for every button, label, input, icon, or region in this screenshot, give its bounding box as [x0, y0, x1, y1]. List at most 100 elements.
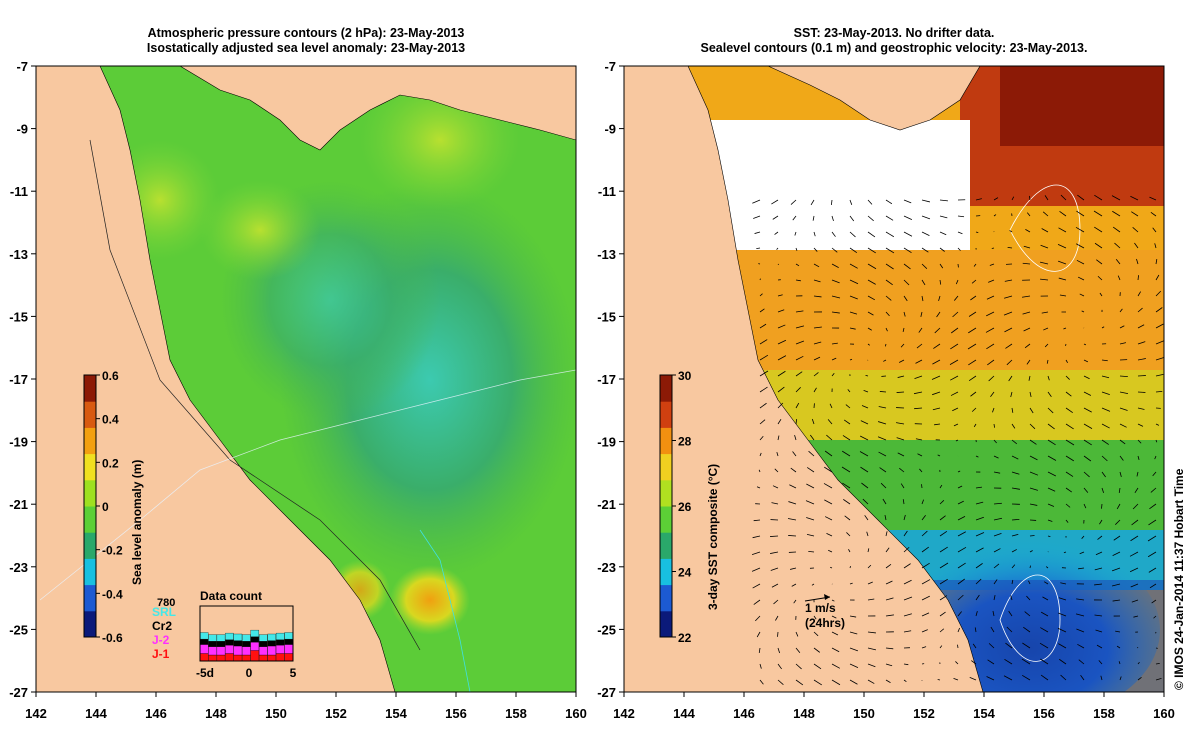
velocity-arrow	[849, 582, 853, 585]
velocity-arrow	[1011, 549, 1017, 553]
data-count-frame	[199, 605, 294, 662]
right-land-queensland	[624, 66, 984, 692]
velocity-arrow	[939, 515, 946, 521]
velocity-arrow	[1065, 503, 1071, 508]
velocity-arrow	[900, 343, 905, 348]
velocity-arrow	[756, 631, 761, 638]
x-tick-label: 152	[325, 706, 347, 721]
velocity-arrow	[950, 391, 959, 396]
velocity-arrow	[1111, 195, 1121, 201]
velocity-arrow	[1147, 535, 1157, 542]
data-count-bar-segment	[208, 654, 217, 662]
velocity-arrow	[885, 663, 893, 667]
velocity-arrow	[759, 339, 768, 345]
velocity-arrow	[885, 199, 893, 205]
data-count-bar-segment	[225, 632, 234, 640]
velocity-arrow	[1047, 519, 1053, 522]
data-count-bar-segment	[225, 644, 234, 654]
velocity-arrow	[1119, 325, 1125, 329]
velocity-arrow	[903, 231, 913, 237]
velocity-arrow	[1011, 196, 1015, 201]
y-tick-label: -17	[9, 372, 28, 387]
velocity-arrow	[1040, 674, 1049, 681]
right-colorbar-fill	[660, 375, 672, 638]
data-count-bar-segment	[250, 650, 260, 662]
velocity-arrow	[1075, 243, 1085, 249]
data-count-xtick-label: 5	[290, 666, 297, 680]
velocity-arrow	[921, 629, 928, 633]
right-colorbar-label: 3-day SST composite (°C)	[706, 464, 720, 610]
velocity-arrow	[1131, 211, 1139, 217]
velocity-arrow	[1137, 646, 1139, 649]
x-tick-label: 146	[733, 706, 755, 721]
velocity-arrow	[1058, 227, 1067, 233]
velocity-arrow	[830, 566, 833, 569]
velocity-arrow	[921, 514, 926, 521]
velocity-arrow	[824, 516, 833, 521]
velocity-arrow	[831, 599, 835, 602]
velocity-arrow	[885, 547, 890, 553]
velocity-arrow	[813, 663, 822, 670]
velocity-arrow	[1083, 487, 1089, 493]
velocity-arrow	[1150, 212, 1157, 217]
velocity-arrow	[903, 663, 909, 666]
data-count-legend-entry: Cr2	[152, 619, 172, 633]
velocity-arrow	[777, 370, 786, 377]
velocity-arrow	[975, 198, 982, 201]
velocity-arrow	[795, 371, 803, 377]
velocity-arrow	[795, 631, 799, 637]
velocity-arrow	[897, 375, 905, 378]
velocity-arrow	[1047, 487, 1056, 492]
velocity-arrow	[1006, 359, 1013, 366]
data-count-xtick-label: 0	[246, 666, 253, 680]
velocity-arrow	[1065, 439, 1075, 446]
velocity-arrow	[921, 263, 928, 269]
velocity-arrow	[913, 391, 923, 395]
velocity-arrow	[1023, 327, 1031, 332]
velocity-arrow	[953, 295, 959, 301]
velocity-arrow	[1045, 566, 1049, 569]
velocity-arrow	[831, 215, 834, 222]
velocity-arrow	[806, 483, 815, 489]
x-tick-label: 148	[793, 706, 815, 721]
velocity-arrow	[973, 423, 977, 428]
velocity-arrow	[777, 339, 787, 345]
velocity-arrow	[1149, 196, 1157, 201]
velocity-arrow	[1119, 676, 1122, 681]
velocity-arrow	[1137, 291, 1141, 297]
velocity-arrow	[1039, 261, 1049, 265]
velocity-arrow	[755, 615, 761, 622]
velocity-arrow	[1137, 455, 1140, 461]
velocity-arrow	[898, 359, 905, 363]
velocity-arrow	[1065, 359, 1068, 364]
velocity-arrow	[791, 583, 797, 587]
velocity-arrow	[849, 247, 858, 254]
velocity-arrow	[1047, 471, 1057, 477]
colorbar-segment	[660, 427, 672, 455]
velocity-arrow	[903, 247, 912, 254]
velocity-arrow	[932, 391, 941, 396]
velocity-arrow	[989, 263, 995, 266]
velocity-arrow	[777, 386, 785, 393]
velocity-arrow	[806, 467, 815, 473]
velocity-arrow	[1095, 629, 1103, 633]
velocity-arrow	[776, 247, 779, 250]
x-tick-label: 158	[1093, 706, 1115, 721]
velocity-arrow	[753, 519, 761, 522]
data-count-bar-segment	[284, 644, 293, 654]
velocity-arrow	[975, 532, 985, 537]
x-tick-label: 150	[265, 706, 287, 721]
velocity-arrow	[1132, 226, 1139, 233]
velocity-arrow	[1041, 228, 1049, 233]
velocity-arrow	[842, 435, 851, 441]
velocity-arrow	[918, 327, 923, 333]
velocity-arrow	[1040, 627, 1049, 633]
velocity-arrow	[1044, 343, 1049, 348]
velocity-arrow	[1149, 503, 1157, 510]
x-tick-label: 152	[913, 706, 935, 721]
velocity-arrow	[823, 483, 833, 489]
velocity-arrow	[1065, 519, 1069, 523]
velocity-arrow	[795, 679, 804, 686]
velocity-arrow	[975, 501, 984, 505]
velocity-arrow	[774, 468, 779, 473]
